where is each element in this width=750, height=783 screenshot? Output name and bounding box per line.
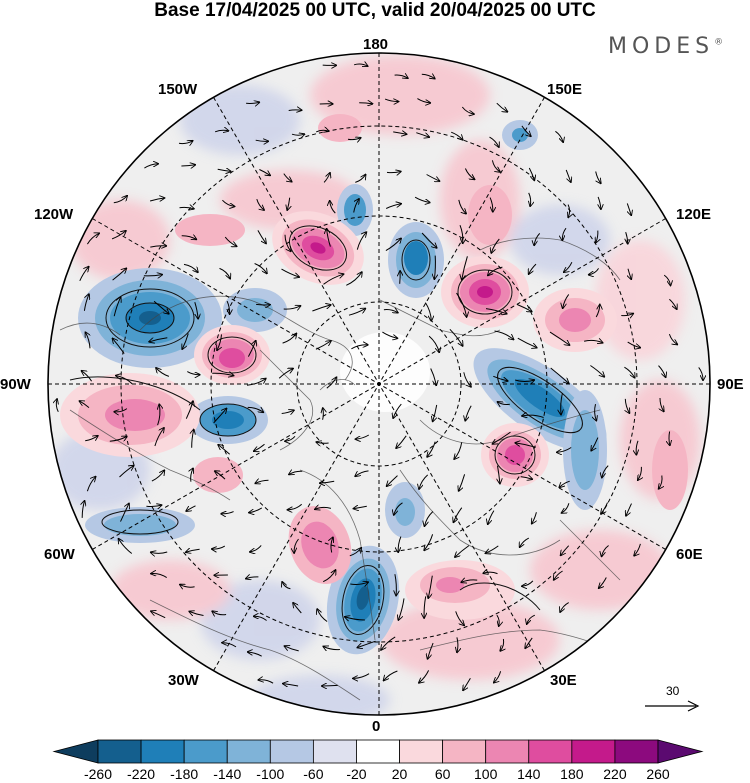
colorbar-bin	[98, 740, 141, 763]
colorbar-tick-label: -20	[346, 766, 366, 782]
label-120w: 120W	[34, 206, 73, 223]
colorbar-bin	[227, 740, 270, 763]
colorbar-bin	[141, 740, 184, 763]
colorbar-tick-label: 100	[474, 766, 497, 782]
colorbar-bin	[529, 740, 572, 763]
colorbar-bin	[313, 740, 356, 763]
colorbar-bin	[184, 740, 227, 763]
wind-vector	[256, 304, 270, 305]
colorbar-bin	[400, 740, 443, 763]
colorbar-bin	[270, 740, 313, 763]
colorbar-tick-label: -140	[213, 766, 241, 782]
colorbar-tick-label: 140	[517, 766, 540, 782]
colorbar-bin	[486, 740, 529, 763]
label-30e: 30E	[550, 672, 577, 689]
colorbar-tick-label: -220	[127, 766, 155, 782]
colorbar-bin	[658, 740, 702, 763]
label-180: 180	[363, 36, 388, 53]
colorbar-bin	[54, 740, 98, 763]
colorbar-tick-label: 180	[560, 766, 583, 782]
label-60e: 60E	[676, 546, 703, 563]
label-0: 0	[372, 718, 380, 735]
colorbar-tick-label: -180	[170, 766, 198, 782]
colorbar-bin	[615, 740, 658, 763]
colorbar-tick-label: -260	[84, 766, 112, 782]
label-90e: 90E	[717, 376, 744, 393]
label-150w: 150W	[158, 81, 197, 98]
label-120e: 120E	[676, 206, 711, 223]
label-60w: 60W	[44, 546, 75, 563]
reference-vector-value: 30	[666, 684, 679, 698]
colorbar-tick-label: 260	[646, 766, 669, 782]
colorbar-bin	[443, 740, 486, 763]
label-150e: 150E	[547, 81, 582, 98]
colorbar-tick-label: -100	[256, 766, 284, 782]
colorbar-tick-label: 220	[603, 766, 626, 782]
colorbar	[54, 740, 702, 763]
colorbar-bin	[572, 740, 615, 763]
colorbar-tick-label: 20	[392, 766, 408, 782]
label-90w: 90W	[0, 376, 31, 393]
colorbar-bin	[356, 740, 399, 763]
reference-vector-arrow	[645, 701, 698, 711]
colorbar-tick-label: -60	[303, 766, 323, 782]
label-30w: 30W	[168, 672, 199, 689]
colorbar-tick-label: 60	[435, 766, 451, 782]
wind-vector	[322, 685, 338, 686]
